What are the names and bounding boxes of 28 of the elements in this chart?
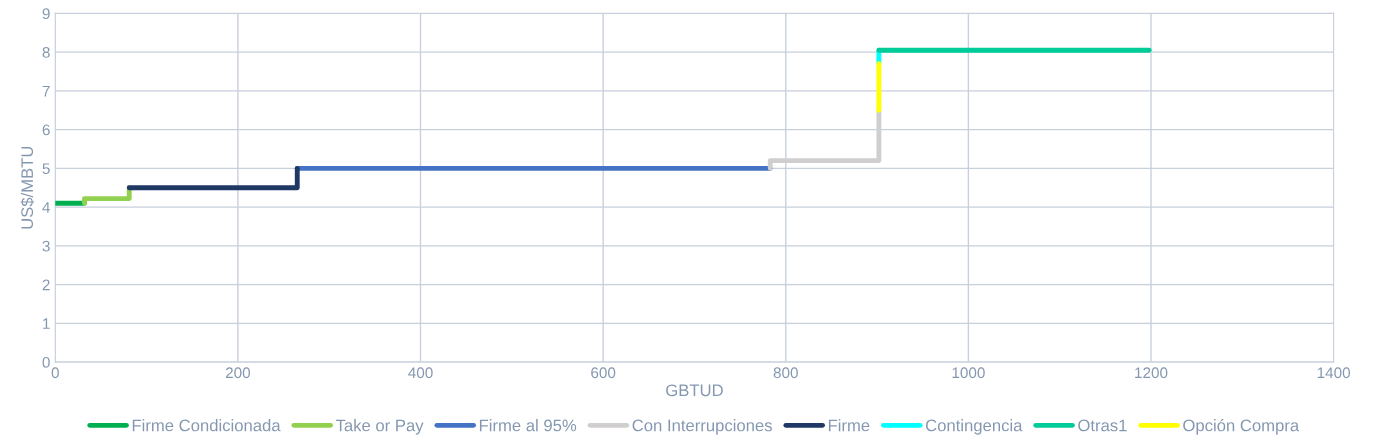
x-axis-title: GBTUD <box>666 384 723 397</box>
y-tick-label: 7 <box>42 85 50 97</box>
x-tick-label: 800 <box>773 367 798 379</box>
legend-label: Contingencia <box>925 419 1023 435</box>
y-tick-label: 6 <box>42 124 50 136</box>
y-axis-title: US$/MBTU <box>20 146 35 229</box>
legend-label: Take or Pay <box>335 419 424 435</box>
x-tick-label: 1000 <box>952 367 985 379</box>
legend-label: Firme <box>828 419 870 432</box>
y-tick-label: 0 <box>42 356 50 368</box>
legend-label: Firme al 95% <box>479 419 577 432</box>
y-tick-label: 8 <box>42 47 50 58</box>
legend-label: Con Interrupciones <box>632 419 772 435</box>
legend-label: Opción Compra <box>1183 418 1300 435</box>
x-tick-label: 400 <box>408 367 433 379</box>
y-tick-label: 1 <box>43 318 50 329</box>
y-tick-label: 2 <box>42 279 50 291</box>
x-tick-label: 1400 <box>1317 367 1351 379</box>
x-tick-label: 200 <box>225 367 251 379</box>
y-tick-label: 3 <box>42 240 50 252</box>
x-tick-label: 600 <box>591 367 616 379</box>
x-tick-label: 0 <box>51 367 59 379</box>
legend-label: Otras1 <box>1078 419 1127 432</box>
legend-label: Firme Condicionada <box>132 419 281 432</box>
y-tick-label: 4 <box>42 202 50 213</box>
y-tick-label: 5 <box>42 163 50 175</box>
x-tick-label: 1200 <box>1135 367 1168 379</box>
y-tick-label: 9 <box>42 8 50 20</box>
